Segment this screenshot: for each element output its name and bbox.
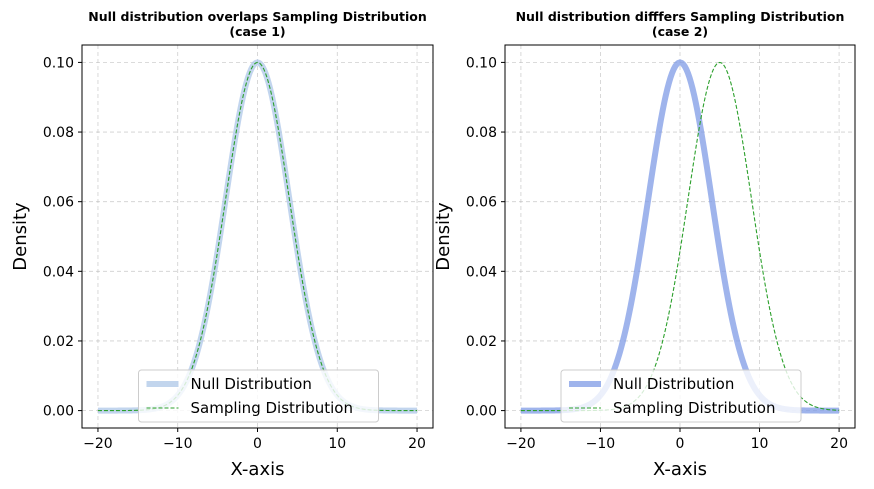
- legend-label: Sampling Distribution: [191, 399, 354, 417]
- y-tick-label: 0.10: [43, 55, 74, 71]
- legend-label: Sampling Distribution: [613, 399, 776, 417]
- chart-title-line: (case 1): [229, 24, 285, 39]
- chart-title: Null distribution difffers Sampling Dist…: [516, 9, 845, 39]
- legend-label: Null Distribution: [613, 375, 734, 393]
- chart-panel-2: −20 −10 0 10 20 0.00 0.02 0.04 0.06 0.08 0.10 X-axi…: [433, 9, 856, 480]
- x-tick-label: −20: [83, 436, 113, 452]
- x-tick-label: 0: [676, 436, 685, 452]
- x-axis-label: X-axis: [231, 459, 285, 480]
- chart-title-line: Null distribution difffers Sampling Dist…: [516, 9, 845, 24]
- y-axis-label: Density: [433, 202, 454, 271]
- x-tick-label: 20: [408, 436, 426, 452]
- y-tick-label: 0.06: [43, 195, 74, 211]
- legend: Null Distribution Sampling Distribution: [560, 369, 802, 423]
- legend-box: [560, 369, 802, 423]
- y-tick-label: 0.06: [466, 195, 497, 211]
- y-tick-label: 0.02: [43, 334, 74, 350]
- y-tick-label: 0.00: [466, 404, 497, 420]
- legend-box: [138, 369, 379, 423]
- legend-label: Null Distribution: [191, 375, 312, 393]
- y-tick-label: 0.08: [466, 125, 497, 141]
- chart-panel-1: −20 −10 0 10 20 0.00 0.02 0.04 0.06 0.08 0.10 X-axi…: [10, 9, 434, 480]
- x-tick-label: −20: [506, 436, 536, 452]
- y-tick-label: 0.04: [466, 264, 497, 280]
- y-tick-label: 0.10: [466, 55, 497, 71]
- y-tick-label: 0.08: [43, 125, 74, 141]
- y-tick-label: 0.02: [466, 334, 497, 350]
- x-tick-label: −10: [586, 436, 616, 452]
- x-axis-label: X-axis: [653, 459, 707, 480]
- y-tick-label: 0.04: [43, 264, 74, 280]
- x-tick-label: 0: [253, 436, 262, 452]
- x-tick-label: 20: [830, 436, 848, 452]
- y-axis-label: Density: [10, 202, 31, 271]
- chart-title: Null distribution overlaps Sampling Dist…: [88, 9, 426, 39]
- chart-title-line: (case 2): [652, 24, 708, 39]
- chart-title-line: Null distribution overlaps Sampling Dist…: [88, 9, 426, 24]
- x-tick-label: −10: [163, 436, 193, 452]
- x-tick-label: 10: [751, 436, 769, 452]
- legend: Null Distribution Sampling Distribution: [138, 369, 379, 423]
- y-tick-label: 0.00: [43, 404, 74, 420]
- x-tick-label: 10: [328, 436, 346, 452]
